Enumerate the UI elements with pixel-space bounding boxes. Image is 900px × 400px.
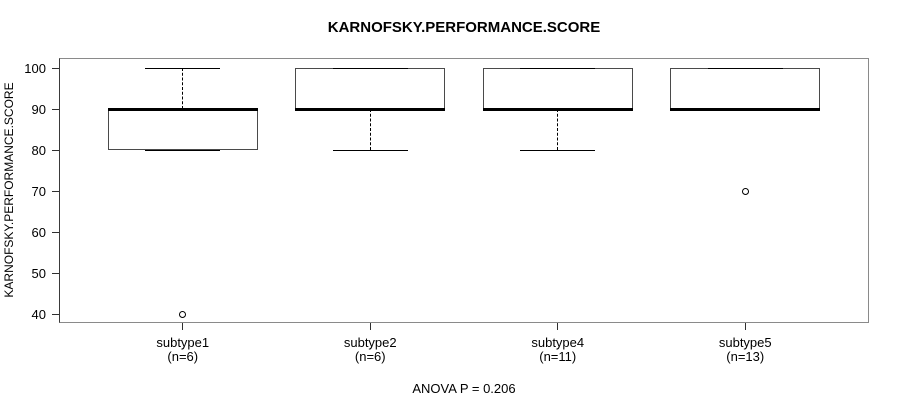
whisker-cap-high	[520, 67, 596, 69]
x-axis-group-label: subtype5 (n=13)	[665, 336, 825, 364]
whisker-cap-low	[520, 149, 596, 151]
median-line	[482, 107, 633, 111]
whisker-cap-low	[145, 149, 221, 151]
y-axis-tick-label: 90	[31, 101, 46, 117]
y-axis-tick-label: 80	[31, 142, 46, 158]
y-axis-tick-label: 40	[31, 307, 46, 322]
whisker-cap-low	[332, 149, 408, 151]
x-axis-group-label: subtype4 (n=11)	[478, 336, 638, 364]
chart-title: KARNOFSKY.PERFORMANCE.SCORE	[327, 19, 601, 36]
group-n-label: (n=6)	[167, 349, 199, 364]
box-iqr	[670, 68, 821, 110]
whisker-cap-high	[145, 67, 221, 69]
group-label: subtype2	[343, 335, 397, 350]
y-axis-tick	[52, 67, 59, 69]
group-n-label: (n=11)	[539, 349, 577, 364]
group-label: subtype4	[531, 335, 585, 350]
y-axis-tick	[52, 231, 59, 233]
box-iqr	[295, 68, 446, 110]
whisker-cap-low	[707, 108, 783, 110]
box-iqr	[482, 68, 633, 110]
group-label: subtype5	[718, 335, 772, 350]
x-axis-group-label: subtype2 (n=6)	[290, 336, 450, 364]
y-axis-tick	[52, 108, 59, 110]
y-axis-tick-label: 100	[24, 60, 46, 76]
median-line	[107, 107, 258, 111]
y-axis-tick	[52, 314, 59, 315]
box-iqr	[107, 109, 258, 151]
y-axis-tick	[52, 272, 59, 274]
x-axis-tick	[557, 323, 559, 330]
upper-whisker-line	[182, 68, 184, 110]
x-axis-tick	[182, 323, 184, 330]
y-axis-tick-label: 70	[31, 183, 46, 199]
group-label: subtype1	[156, 335, 210, 350]
y-axis-tick-label: 60	[31, 224, 46, 240]
group-n-label: (n=13)	[726, 349, 765, 364]
x-axis-group-label: subtype1 (n=6)	[103, 336, 263, 364]
x-axis-tick	[744, 323, 746, 330]
lower-whisker-line	[369, 109, 371, 151]
outlier-point	[179, 311, 187, 318]
x-axis-tick	[369, 323, 371, 330]
median-line	[295, 107, 446, 111]
outlier-point	[741, 187, 749, 195]
y-axis-tick-label: 50	[31, 265, 46, 281]
group-n-label: (n=6)	[354, 349, 386, 364]
y-axis-tick	[52, 190, 59, 192]
anova-annotation: ANOVA P = 0.206	[412, 381, 516, 396]
plot-area	[59, 58, 869, 323]
y-axis-tick	[52, 149, 59, 151]
whisker-cap-high	[707, 67, 783, 69]
whisker-cap-high	[332, 67, 408, 69]
lower-whisker-line	[557, 109, 559, 151]
